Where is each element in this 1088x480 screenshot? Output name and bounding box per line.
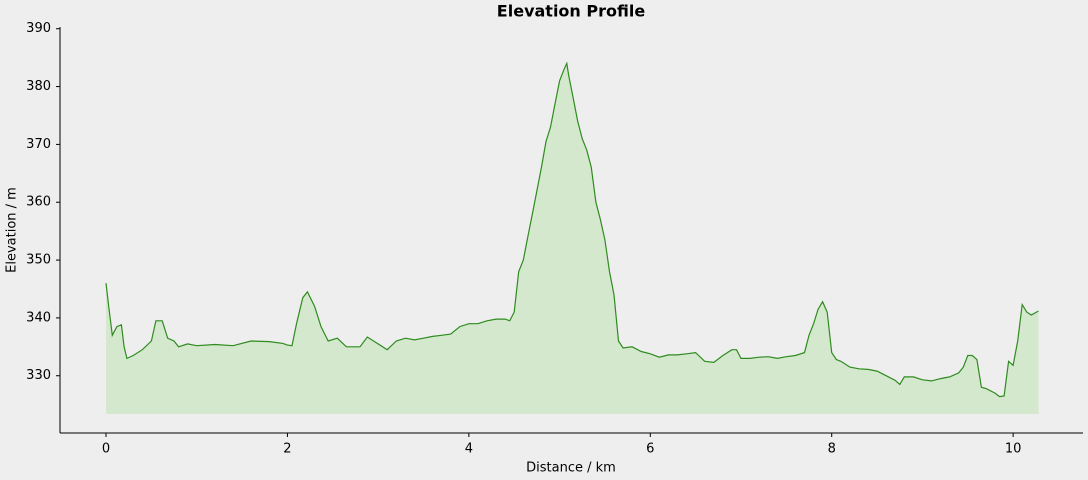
chart-title: Elevation Profile <box>497 2 646 21</box>
y-tick-label: 360 <box>26 195 51 210</box>
y-tick-label: 330 <box>26 368 51 383</box>
x-tick-label: 10 <box>1005 442 1022 457</box>
x-tick-label: 4 <box>465 442 473 457</box>
x-tick-label: 2 <box>283 442 291 457</box>
x-tick-label: 6 <box>646 442 654 457</box>
area-fill <box>106 63 1039 414</box>
y-tick-label: 350 <box>26 253 51 268</box>
y-tick-label: 380 <box>26 79 51 94</box>
x-axis-label: Distance / km <box>526 461 616 476</box>
elevation-line <box>105 61 1039 398</box>
x-tick-label: 0 <box>102 442 110 457</box>
y-tick-label: 390 <box>26 21 51 36</box>
x-tick-label: 8 <box>828 442 836 457</box>
y-tick-label: 370 <box>26 137 51 152</box>
y-tick-label: 340 <box>26 310 51 325</box>
y-axis-label: Elevation / m <box>5 187 20 273</box>
